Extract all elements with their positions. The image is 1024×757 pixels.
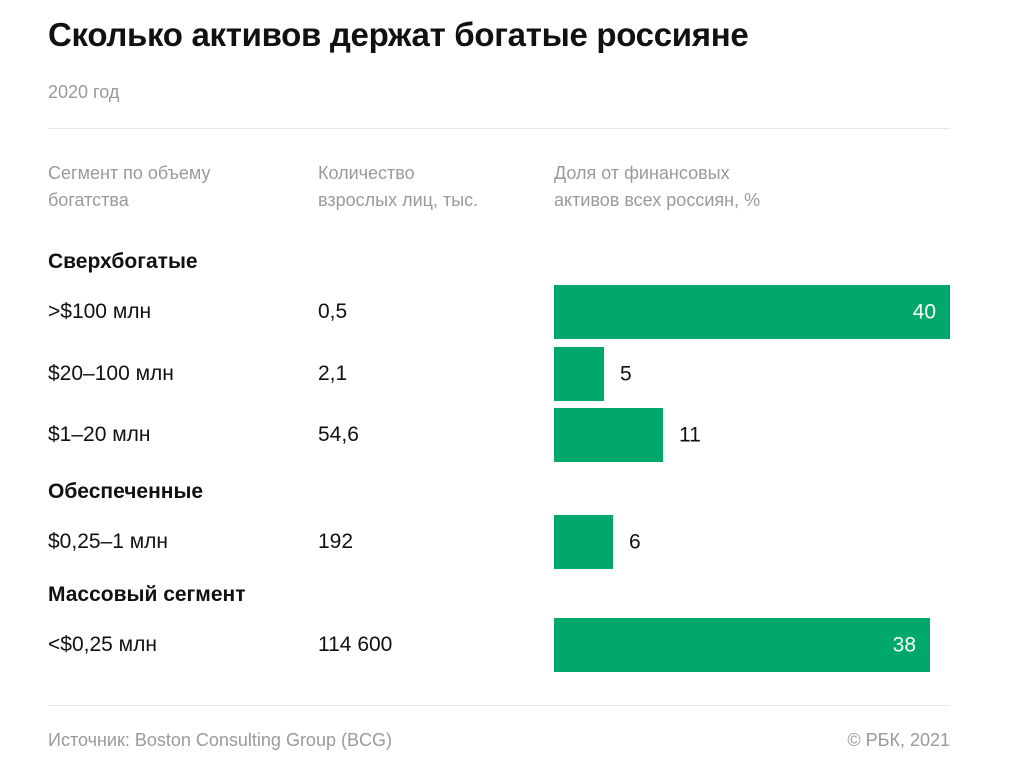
bar-value-under-025m: 38: [893, 634, 916, 657]
copyright-note: © РБК, 2021: [847, 730, 950, 750]
column-header-count-line-2: взрослых лиц, тыс.: [318, 190, 479, 210]
bar-under-025m: [554, 618, 930, 672]
row-label-over-100m: >$100 млн: [48, 300, 152, 323]
chart-subtitle: 2020 год: [48, 82, 120, 102]
row-count-025-1m: 192: [318, 530, 354, 553]
row-label-under-025m: <$0,25 млн: [48, 633, 157, 656]
group-label-mass: Массовый сегмент: [48, 583, 246, 606]
bar-value-1-20m: 11: [679, 424, 701, 447]
bottom-divider: [48, 705, 950, 706]
column-header-share: Доля от финансовых активов всех россиян,…: [554, 160, 760, 214]
column-header-share-line-1: Доля от финансовых: [554, 163, 730, 183]
row-label-20-100m: $20–100 млн: [48, 362, 174, 385]
column-header-count: Количество взрослых лиц, тыс.: [318, 160, 478, 214]
column-header-segment-line-1: Сегмент по объему: [48, 163, 211, 183]
column-header-segment: Сегмент по объему богатства: [48, 160, 210, 214]
column-header-share-line-2: активов всех россиян, %: [554, 190, 761, 210]
bar-value-over-100m: 40: [913, 301, 936, 324]
column-header-count-line-1: Количество: [318, 163, 415, 183]
row-label-025-1m: $0,25–1 млн: [48, 530, 169, 553]
bar-1-20m: [554, 408, 663, 462]
row-count-1-20m: 54,6: [318, 423, 359, 446]
row-count-under-025m: 114 600: [318, 633, 393, 656]
column-header-segment-line-2: богатства: [48, 190, 129, 210]
bar-over-100m: [554, 285, 950, 339]
bar-20-100m: [554, 347, 604, 401]
row-count-20-100m: 2,1: [318, 362, 348, 385]
bar-value-025-1m: 6: [629, 531, 641, 554]
top-divider: [48, 128, 950, 129]
bar-value-20-100m: 5: [620, 363, 632, 386]
group-label-affluent: Обеспеченные: [48, 480, 204, 503]
chart-title: Сколько активов держат богатые россияне: [48, 16, 749, 53]
source-note: Источник: Boston Consulting Group (BCG): [48, 730, 392, 750]
group-label-ultra-rich: Сверхбогатые: [48, 250, 198, 273]
row-count-over-100m: 0,5: [318, 300, 348, 323]
row-label-1-20m: $1–20 млн: [48, 423, 151, 446]
bar-025-1m: [554, 515, 613, 569]
